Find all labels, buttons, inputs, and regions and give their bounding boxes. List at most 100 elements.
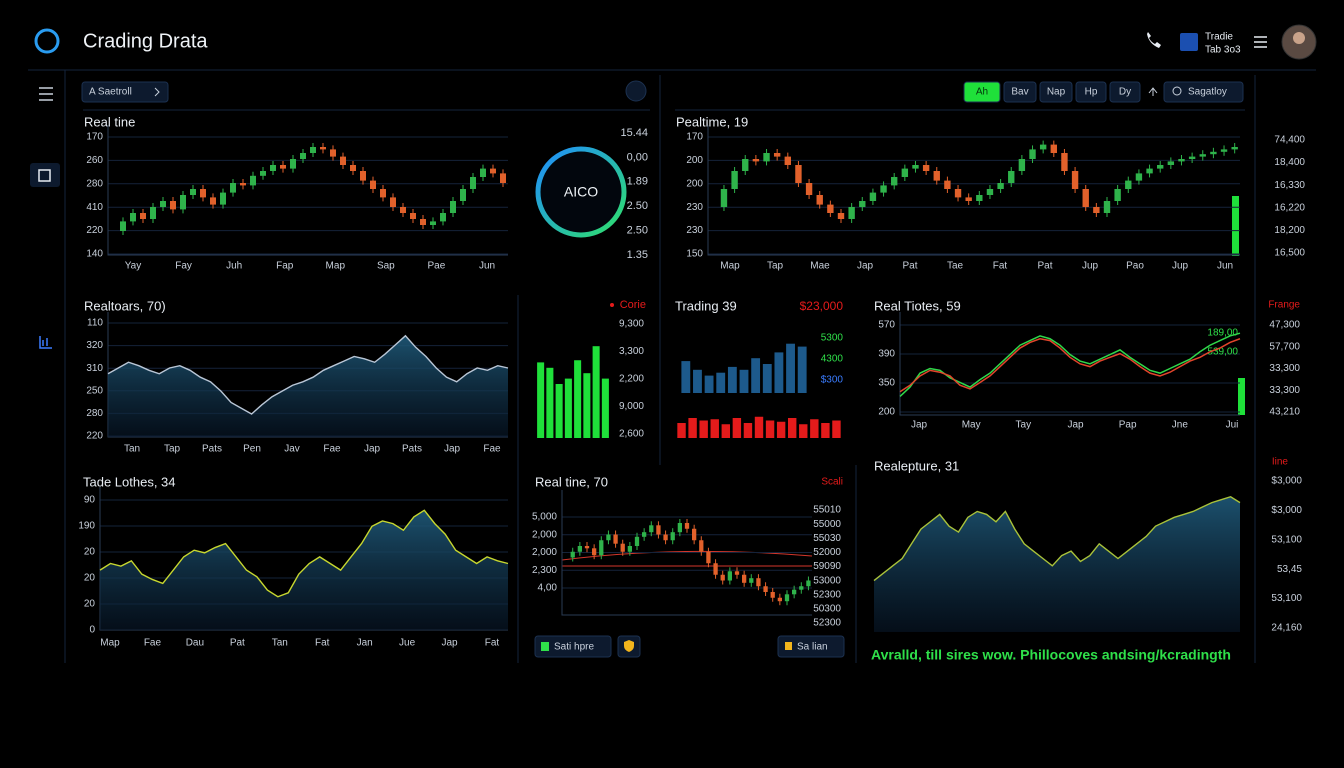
right-axis-label: 5300	[821, 333, 844, 344]
y-axis-label: 170	[686, 132, 703, 143]
right-axis-label: 57,700	[1269, 341, 1300, 352]
candle	[420, 219, 426, 225]
ring-value: 0,00	[627, 151, 648, 163]
bar	[774, 352, 784, 393]
candle	[742, 159, 749, 171]
y-axis-label: 150	[686, 249, 703, 260]
bottom-right-button[interactable]	[777, 635, 845, 658]
x-axis-label: Tae	[947, 261, 964, 272]
account-badge	[1180, 33, 1198, 51]
candle	[1210, 151, 1217, 155]
avatar-face	[1293, 32, 1305, 44]
sidebar-grid-icon	[38, 169, 51, 182]
candle	[816, 195, 823, 205]
range-button[interactable]	[1003, 81, 1037, 103]
x-axis-label: Pao	[1126, 261, 1144, 272]
range-label: Nap	[1047, 87, 1066, 98]
y-axis-label: 20	[84, 547, 96, 558]
candle	[480, 168, 486, 177]
candle	[869, 192, 877, 201]
candle	[230, 183, 236, 193]
settings-button[interactable]	[625, 80, 647, 102]
bar	[751, 358, 761, 393]
right-axis-label: 4300	[821, 354, 844, 365]
range-button[interactable]	[1075, 81, 1107, 103]
legend-dot	[610, 303, 614, 307]
panel-title: Real Tiotes, 59	[874, 298, 961, 313]
candle	[220, 192, 226, 205]
x-axis-label: Mae	[810, 261, 830, 272]
share-icon[interactable]	[1148, 87, 1158, 96]
candle	[770, 592, 775, 598]
candle	[742, 574, 747, 583]
x-axis-label: Jui	[1226, 420, 1239, 431]
menu-icon[interactable]	[1254, 36, 1267, 48]
candle	[837, 213, 845, 219]
candle	[763, 586, 768, 592]
candle	[190, 189, 196, 195]
candle	[848, 207, 855, 219]
panel-title: Realepture, 31	[874, 458, 959, 473]
x-axis-label: Jne	[1172, 420, 1189, 431]
panel-title: Realtoars, 70)	[84, 298, 166, 313]
right-axis-label: 16,500	[1274, 248, 1305, 259]
right-title: Scali	[821, 477, 843, 488]
candle	[500, 173, 506, 183]
sidebar-active[interactable]	[30, 163, 60, 187]
headline: $23,000	[800, 299, 844, 313]
range-button[interactable]	[1109, 81, 1141, 103]
candle	[756, 578, 761, 587]
candle	[720, 574, 725, 581]
bar	[786, 343, 795, 393]
candle	[799, 586, 804, 590]
candle	[250, 175, 256, 186]
right-axis-label: 16,220	[1274, 202, 1305, 213]
candle	[627, 546, 632, 552]
right-axis-label: 18,400	[1274, 157, 1305, 168]
y-axis-label: 0	[89, 625, 95, 636]
y-axis-label: 4,00	[538, 583, 558, 594]
candle	[390, 197, 396, 207]
ring-gauge	[535, 146, 627, 238]
y-axis-label: 320	[86, 340, 103, 351]
filter-label: A Saetroll	[89, 87, 132, 98]
bar	[704, 375, 714, 393]
bar	[546, 367, 554, 438]
candle	[130, 213, 136, 222]
candle	[270, 165, 276, 171]
range-label: Bav	[1011, 87, 1028, 98]
x-axis-label: Map	[100, 638, 120, 649]
sidebar-list-icon[interactable]	[39, 87, 53, 101]
bottom-right-label: Sa lian	[797, 642, 828, 653]
sidebar-chart-icon[interactable]	[39, 336, 52, 349]
area-fill	[874, 496, 1240, 632]
candle	[944, 180, 951, 189]
x-axis-label: Jup	[1082, 261, 1099, 272]
phone-icon[interactable]	[1147, 32, 1161, 48]
bottom-left-button[interactable]	[534, 635, 612, 658]
candle	[280, 165, 286, 169]
y-axis-label: 280	[86, 178, 103, 189]
x-axis-label: Jan	[357, 638, 373, 649]
right-axis-label: 74,400	[1274, 135, 1305, 146]
search-box[interactable]	[1163, 81, 1244, 103]
bar	[681, 361, 691, 393]
right-axis-label: 18,200	[1274, 225, 1305, 236]
right-axis-label: 55000	[813, 519, 841, 530]
candle	[954, 189, 962, 198]
range-button[interactable]	[963, 81, 1001, 103]
filter-button[interactable]	[81, 81, 169, 103]
candle	[592, 548, 597, 556]
candle	[1093, 207, 1100, 213]
bar	[727, 366, 737, 393]
range-button[interactable]	[1039, 81, 1073, 103]
x-axis-label: Jap	[444, 444, 461, 455]
candle	[642, 532, 647, 537]
panel-title: Pealtime, 19	[676, 114, 748, 129]
y-axis-label: 20	[84, 573, 96, 584]
bar	[821, 423, 830, 438]
candle	[1146, 168, 1153, 174]
candle	[1103, 201, 1111, 213]
candle	[784, 594, 790, 602]
area-fill	[100, 510, 508, 630]
